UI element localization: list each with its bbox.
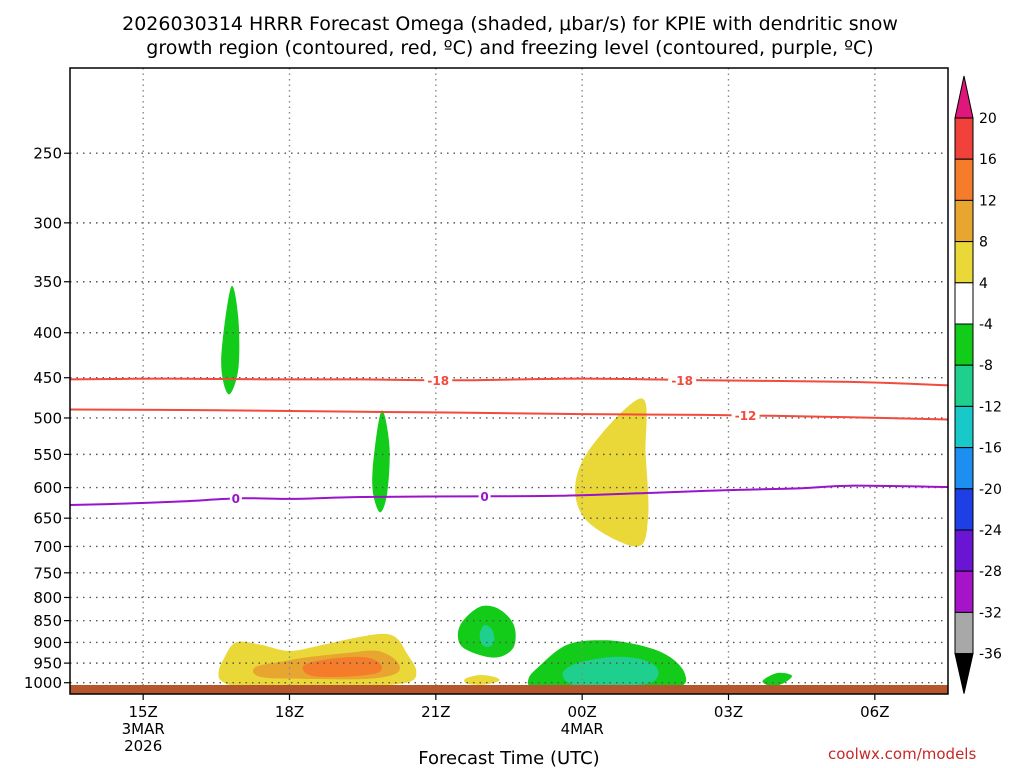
- contour-label-bg: [668, 373, 697, 388]
- colorbar-bin: [954, 529, 974, 572]
- colorbar-label: 20: [979, 111, 997, 127]
- x-tick-label: 03Z: [714, 703, 743, 721]
- x-tick-label: 3MAR: [122, 720, 165, 738]
- y-tick-label: 500: [33, 409, 62, 427]
- colorbar-label: -16: [979, 441, 1002, 457]
- colorbar-label: -32: [979, 605, 1002, 621]
- contour-label-freezing-level-0: 0: [480, 490, 488, 504]
- contour-freezing-level-0: [70, 484, 948, 506]
- colorbar-bin: [954, 199, 974, 243]
- x-tick-label: 4MAR: [561, 720, 604, 738]
- y-tick-label: 1000: [24, 674, 62, 692]
- colorbar-bin: [954, 282, 974, 325]
- colorbar-label: 8: [979, 235, 988, 251]
- x-tick-label: 18Z: [275, 703, 304, 721]
- contour-label-bg: [478, 489, 491, 504]
- colorbar-label: 16: [979, 152, 997, 168]
- colorbar-top-arrow: [954, 75, 974, 119]
- y-tick-label: 800: [33, 589, 62, 607]
- x-tick-label: 2026: [124, 737, 162, 755]
- y-axis: 250 300 350 400 450 500 550 600 650 700 750 800 850 9…: [24, 145, 70, 692]
- colorbar-bin: [954, 364, 974, 407]
- colorbar-bin: [954, 611, 974, 655]
- y-tick-label: 650: [33, 510, 62, 528]
- colorbar-label: -24: [979, 523, 1002, 539]
- omega-region-darkorange-lower: [302, 656, 383, 678]
- omega-region-yellow-500: [575, 398, 649, 547]
- omega-region-green-350: [221, 285, 240, 395]
- colorbar-bin: [954, 488, 974, 531]
- colorbar-bin: [954, 158, 974, 201]
- contour-label-freezing-level-0: 0: [232, 492, 240, 506]
- x-tick-label: 21Z: [421, 703, 450, 721]
- omega-region-green-small: [762, 672, 792, 686]
- plot-frame: [69, 67, 949, 695]
- y-tick-label: 400: [33, 324, 62, 342]
- colorbar-label: -20: [979, 482, 1002, 498]
- omega-region-teal-lower: [562, 656, 659, 687]
- colorbar-label: -4: [979, 317, 993, 333]
- omega-region-green-450: [372, 410, 390, 513]
- contour-label-bg: [731, 408, 760, 423]
- colorbar-bin: [954, 405, 974, 449]
- x-tick-label: 06Z: [860, 703, 889, 721]
- colorbar: 20 16 12 8 4 -4 -8 -12 -16 -20 -24 -28 -32 -36: [954, 75, 1002, 694]
- ground-strip: [70, 685, 948, 694]
- colorbar-bottom-arrow: [954, 653, 974, 694]
- y-tick-label: 950: [33, 655, 62, 673]
- y-tick-label: 250: [33, 145, 62, 163]
- omega-region-teal-830: [479, 624, 495, 647]
- contour-label-dgz-minus18: -18: [671, 374, 693, 388]
- contour-dgz-minus18: [70, 377, 948, 387]
- y-tick-label: 300: [33, 214, 62, 232]
- y-tick-label: 850: [33, 612, 62, 630]
- chart-title-line2: growth region (contoured, red, ºC) and f…: [146, 37, 873, 59]
- colorbar-label: 4: [979, 276, 988, 292]
- y-tick-label: 450: [33, 369, 62, 387]
- contour-label-bg: [229, 491, 242, 506]
- colorbar-label: -28: [979, 564, 1002, 580]
- colorbar-label: 12: [979, 193, 997, 209]
- colorbar-label: -36: [979, 647, 1002, 663]
- x-axis-label: Forecast Time (UTC): [418, 748, 599, 768]
- colorbar-label: -12: [979, 399, 1002, 415]
- chart-title-line1: 2026030314 HRRR Forecast Omega (shaded, …: [122, 13, 898, 35]
- plot-area: -18 -18 -12 0 0: [70, 68, 948, 694]
- credit-text[interactable]: coolwx.com/models: [828, 745, 976, 763]
- colorbar-label: -8: [979, 358, 993, 374]
- x-tick-label: 15Z: [128, 703, 157, 721]
- contour-dgz-minus12: [70, 408, 948, 421]
- y-tick-label: 750: [33, 564, 62, 582]
- y-tick-label: 550: [33, 446, 62, 464]
- x-tick-label: 00Z: [567, 703, 596, 721]
- colorbar-bin: [954, 117, 974, 160]
- colorbar-bin: [954, 323, 974, 366]
- y-tick-label: 600: [33, 479, 62, 497]
- y-tick-label: 350: [33, 273, 62, 291]
- y-tick-label: 700: [33, 538, 62, 556]
- contour-label-bg: [424, 373, 453, 388]
- colorbar-bin: [954, 241, 974, 284]
- contour-label-dgz-minus12: -12: [735, 409, 757, 423]
- colorbar-bin: [954, 447, 974, 490]
- colorbar-bin: [954, 570, 974, 613]
- contour-label-dgz-minus18: -18: [427, 374, 449, 388]
- y-tick-label: 900: [33, 634, 62, 652]
